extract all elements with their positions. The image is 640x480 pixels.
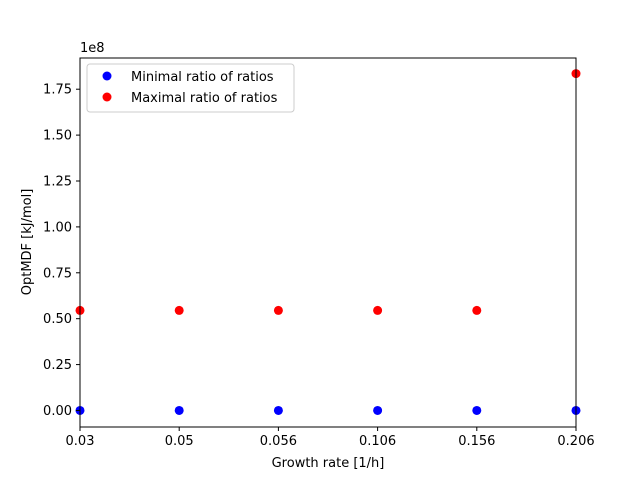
data-point-maximal-1: [174, 305, 184, 315]
data-point-maximal-2: [273, 305, 283, 315]
y-tick-label-4: 1.00: [43, 220, 72, 235]
y-tick-label-7: 1.75: [43, 83, 72, 98]
y-tick-label-1: 0.25: [43, 358, 72, 373]
y-tick-label-6: 1.50: [43, 129, 72, 144]
data-point-maximal-4: [472, 305, 482, 315]
x-tick-label-1: 0.05: [165, 434, 194, 449]
legend-label-maximal: Maximal ratio of ratios: [131, 91, 278, 106]
legend-marker-maximal: [102, 92, 112, 102]
x-tick-label-5: 0.206: [557, 434, 594, 449]
data-point-minimal-4: [472, 405, 482, 415]
data-point-minimal-3: [373, 405, 383, 415]
legend-label-minimal: Minimal ratio of ratios: [131, 70, 274, 85]
y-axis-label: OptMDF [kJ/mol]: [20, 189, 35, 296]
y-tick-label-0: 0.00: [43, 404, 72, 419]
y-tick-label-2: 0.50: [43, 312, 72, 327]
data-point-minimal-1: [174, 405, 184, 415]
legend-marker-minimal: [102, 71, 112, 81]
legend: Minimal ratio of ratios Maximal ratio of …: [86, 63, 295, 113]
y-axis-offset-label: 1e8: [80, 41, 105, 56]
x-axis-label: Growth rate [1/h]: [272, 456, 385, 471]
x-tick-label-0: 0.03: [66, 434, 95, 449]
axes-layer: 0.03 0.05 0.056 0.106 0.156 0.206 0.00 0.25 0.50…: [43, 57, 595, 449]
data-point-maximal-3: [373, 305, 383, 315]
plot-layer: [75, 69, 581, 415]
x-tick-label-2: 0.056: [260, 434, 297, 449]
legend-box: [86, 63, 295, 113]
y-tick-label-5: 1.25: [43, 175, 72, 190]
x-tick-label-4: 0.156: [458, 434, 495, 449]
y-tick-label-3: 0.75: [43, 266, 72, 281]
axes-frame: [79, 57, 577, 428]
x-tick-label-3: 0.106: [359, 434, 396, 449]
data-point-minimal-2: [273, 405, 283, 415]
